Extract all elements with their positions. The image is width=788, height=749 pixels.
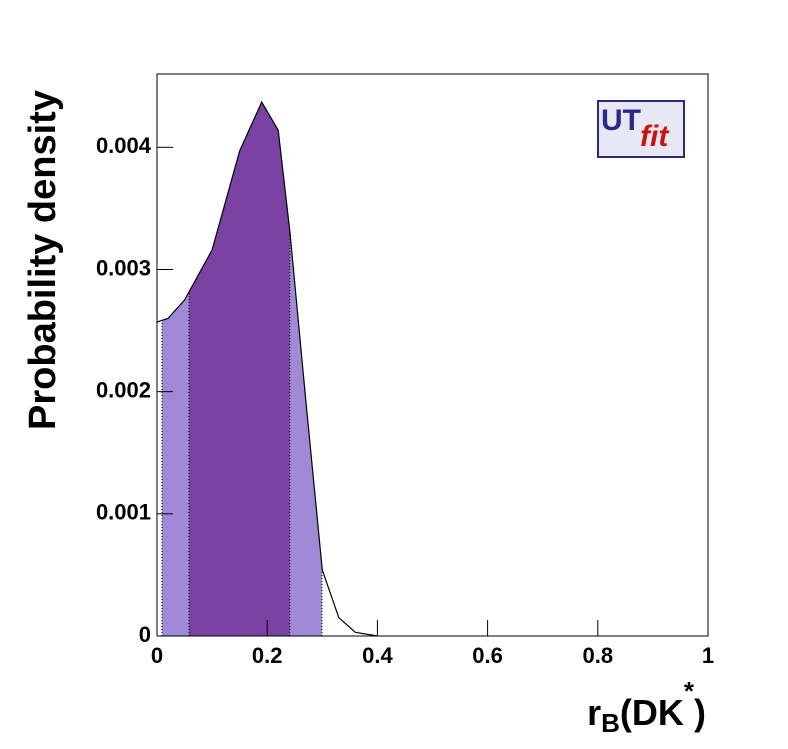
x-tick-label: 1 xyxy=(702,643,714,668)
x-title-part: ) xyxy=(694,692,706,733)
y-tick-label: 0.004 xyxy=(96,133,152,158)
x-tick-label: 0.4 xyxy=(362,643,393,668)
logo-text: fit xyxy=(640,120,670,153)
y-tick-label: 0 xyxy=(139,622,151,647)
x-tick-label: 0.2 xyxy=(252,643,283,668)
logo-box xyxy=(597,100,685,158)
x-axis-title: rB(DK*) xyxy=(587,676,706,738)
logo: UT fit xyxy=(597,100,685,158)
y-tick-label: 0.003 xyxy=(96,255,151,280)
logo-text: UT xyxy=(601,104,641,137)
frame xyxy=(156,73,709,637)
interval-area xyxy=(188,102,290,637)
density-curve xyxy=(156,100,378,637)
x-title-part: B xyxy=(601,708,620,738)
x-tick-label: 0.6 xyxy=(472,643,503,668)
y-tick-label: 0.001 xyxy=(96,500,151,525)
y-tick-label: 0.002 xyxy=(96,377,151,402)
plot-layer xyxy=(156,100,378,637)
x-title-part: r xyxy=(587,692,601,733)
y-axis-title: Probability density xyxy=(22,90,64,430)
x-title-part: (DK xyxy=(620,692,684,733)
x-tick-label: 0 xyxy=(151,643,163,668)
x-tick-label: 0.8 xyxy=(583,643,614,668)
x-title-part: * xyxy=(684,676,695,706)
